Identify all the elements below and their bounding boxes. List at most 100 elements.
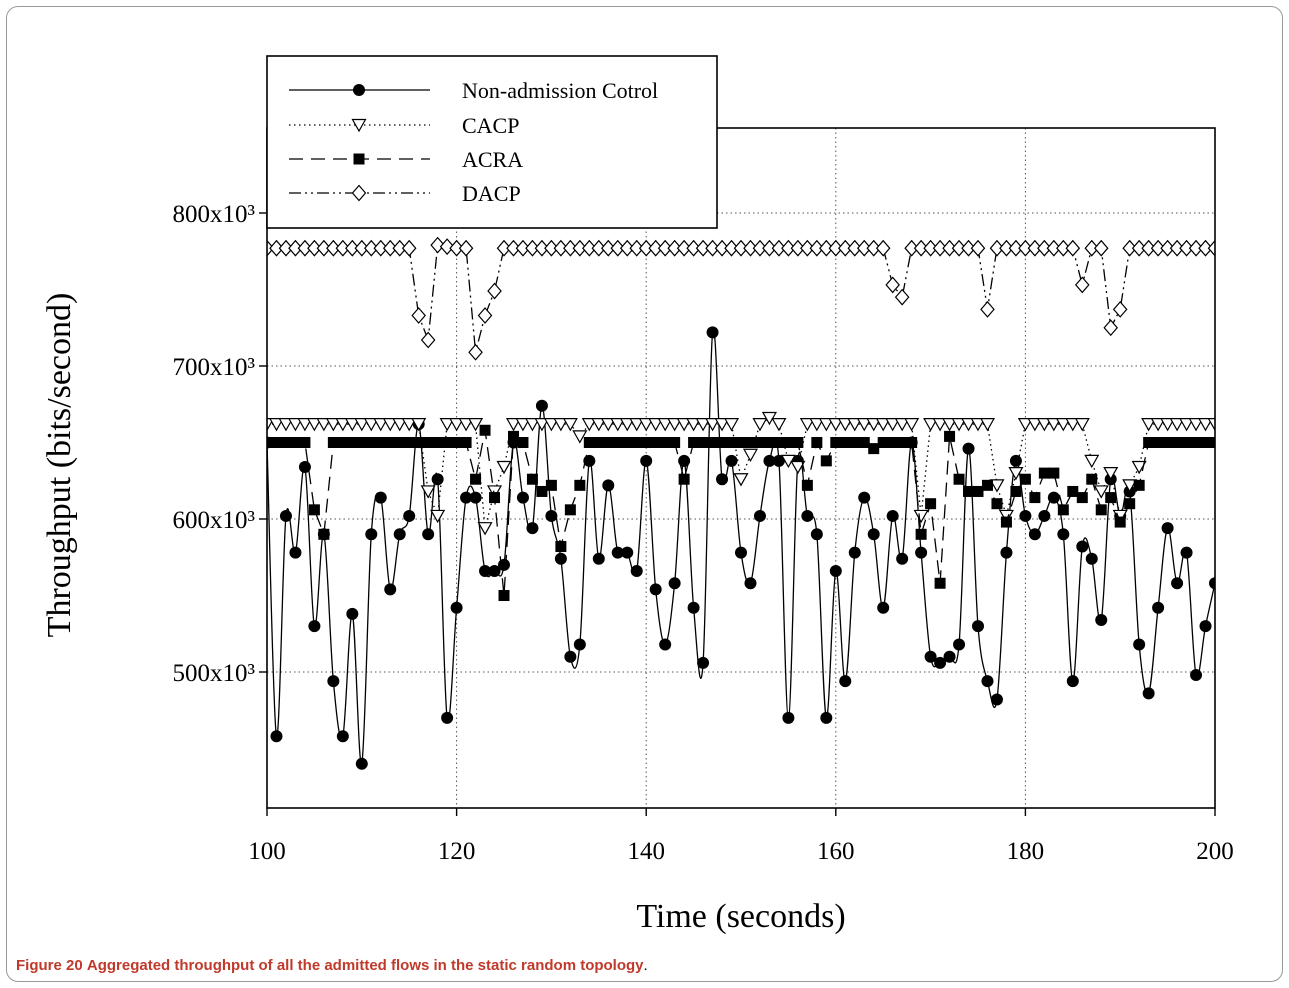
data-point-cacp [354, 418, 370, 432]
data-point-cacp [562, 418, 578, 432]
data-point-acra [716, 437, 728, 448]
series-line-dacp [267, 244, 1215, 353]
data-point-dacp [856, 239, 872, 257]
data-point-dacp [923, 239, 938, 257]
data-point-acra [621, 437, 633, 448]
data-point-cacp [856, 418, 872, 432]
data-point-dacp [515, 239, 531, 257]
data-point-acra [441, 437, 453, 448]
data-point-acra [460, 437, 472, 448]
data-point-dacp [790, 239, 806, 257]
data-point-acra [270, 437, 282, 448]
data-point-non-admission-cotrol [498, 558, 510, 571]
data-point-dacp [269, 239, 284, 257]
legend-item-cacp: CACP [289, 113, 519, 138]
data-point-cacp [1179, 418, 1195, 432]
data-point-cacp [458, 418, 474, 432]
data-point-acra [289, 437, 301, 448]
data-point-non-admission-cotrol [384, 583, 397, 596]
data-point-cacp [847, 418, 863, 432]
data-point-cacp [1103, 467, 1119, 481]
data-point-dacp [800, 239, 815, 257]
data-point-acra [280, 437, 292, 448]
data-point-non-admission-cotrol [972, 620, 984, 633]
data-point-acra [574, 479, 586, 491]
data-point-acra [308, 504, 320, 516]
data-point-non-admission-cotrol [270, 730, 283, 743]
data-point-dacp [307, 239, 322, 257]
data-point-dacp [885, 276, 900, 294]
data-point-dacp [487, 282, 502, 300]
data-point-dacp [373, 239, 389, 257]
data-point-acra [1209, 437, 1215, 448]
data-point-cacp [676, 418, 692, 432]
data-point-dacp [752, 239, 768, 257]
data-point-non-admission-cotrol [1171, 577, 1184, 590]
data-point-acra [858, 437, 870, 448]
data-point-non-admission-cotrol [943, 650, 956, 663]
data-point-cacp [449, 418, 465, 432]
axis-ticks: 100 120 140 160 180 200 500x10³ 600x10³ 700x10³ 8… [173, 201, 1234, 865]
data-point-non-admission-cotrol [1152, 601, 1165, 614]
data-point-cacp [316, 418, 332, 432]
data-point-acra [564, 504, 576, 516]
data-point-cacp [420, 485, 436, 499]
data-point-dacp [771, 239, 787, 257]
data-point-dacp [335, 239, 351, 257]
data-point-cacp [951, 418, 967, 432]
legend-marker [353, 153, 365, 165]
data-point-cacp [344, 418, 360, 432]
data-point-cacp [572, 430, 588, 444]
figure-caption-text: Aggregated throughput of all the admitte… [86, 957, 644, 974]
data-point-non-admission-cotrol [479, 565, 492, 578]
data-point-non-admission-cotrol [308, 620, 321, 633]
data-point-acra [593, 437, 605, 448]
data-point-acra [763, 437, 775, 448]
data-point-acra [640, 437, 652, 448]
data-point-dacp [1112, 300, 1128, 318]
data-point-non-admission-cotrol [365, 528, 378, 541]
data-point-cacp [1093, 485, 1109, 499]
data-point-dacp [638, 239, 654, 257]
data-point-acra [384, 437, 396, 448]
data-point-dacp [496, 239, 512, 257]
data-point-cacp [600, 418, 616, 432]
data-point-cacp [913, 509, 929, 524]
data-point-dacp [913, 239, 929, 257]
data-point-non-admission-cotrol [753, 509, 766, 522]
data-point-non-admission-cotrol [630, 565, 643, 578]
data-point-acra [972, 485, 984, 497]
data-point-non-admission-cotrol [535, 399, 548, 412]
data-point-dacp [1056, 239, 1071, 257]
legend-item-acra: ACRA [289, 147, 523, 172]
series-dacp [267, 236, 1215, 361]
data-point-non-admission-cotrol [289, 546, 302, 559]
data-point-acra [1086, 473, 1098, 485]
data-point-acra [1124, 498, 1136, 510]
data-point-cacp [705, 418, 721, 432]
figure-caption-end: . [643, 957, 648, 974]
data-point-acra [991, 498, 1003, 510]
data-point-acra [801, 479, 813, 491]
data-point-non-admission-cotrol [1209, 577, 1215, 590]
data-point-acra [1038, 467, 1050, 479]
data-point-non-admission-cotrol [450, 601, 463, 614]
data-point-acra [1019, 473, 1031, 485]
data-point-non-admission-cotrol [953, 638, 966, 651]
data-point-non-admission-cotrol [981, 675, 994, 688]
data-point-acra [811, 437, 823, 448]
data-point-cacp [1150, 418, 1166, 432]
data-point-non-admission-cotrol [1019, 509, 1032, 522]
data-point-acra [906, 437, 918, 448]
data-point-cacp [392, 418, 408, 432]
data-point-acra [517, 437, 529, 448]
data-point-cacp [306, 418, 322, 432]
data-point-dacp [942, 239, 957, 257]
data-point-cacp [1008, 467, 1024, 481]
data-point-acra [754, 437, 766, 448]
data-point-acra [697, 437, 709, 448]
x-axis-label: Time (seconds) [636, 898, 845, 935]
data-point-non-admission-cotrol [763, 454, 776, 467]
data-point-acra [1143, 437, 1155, 448]
